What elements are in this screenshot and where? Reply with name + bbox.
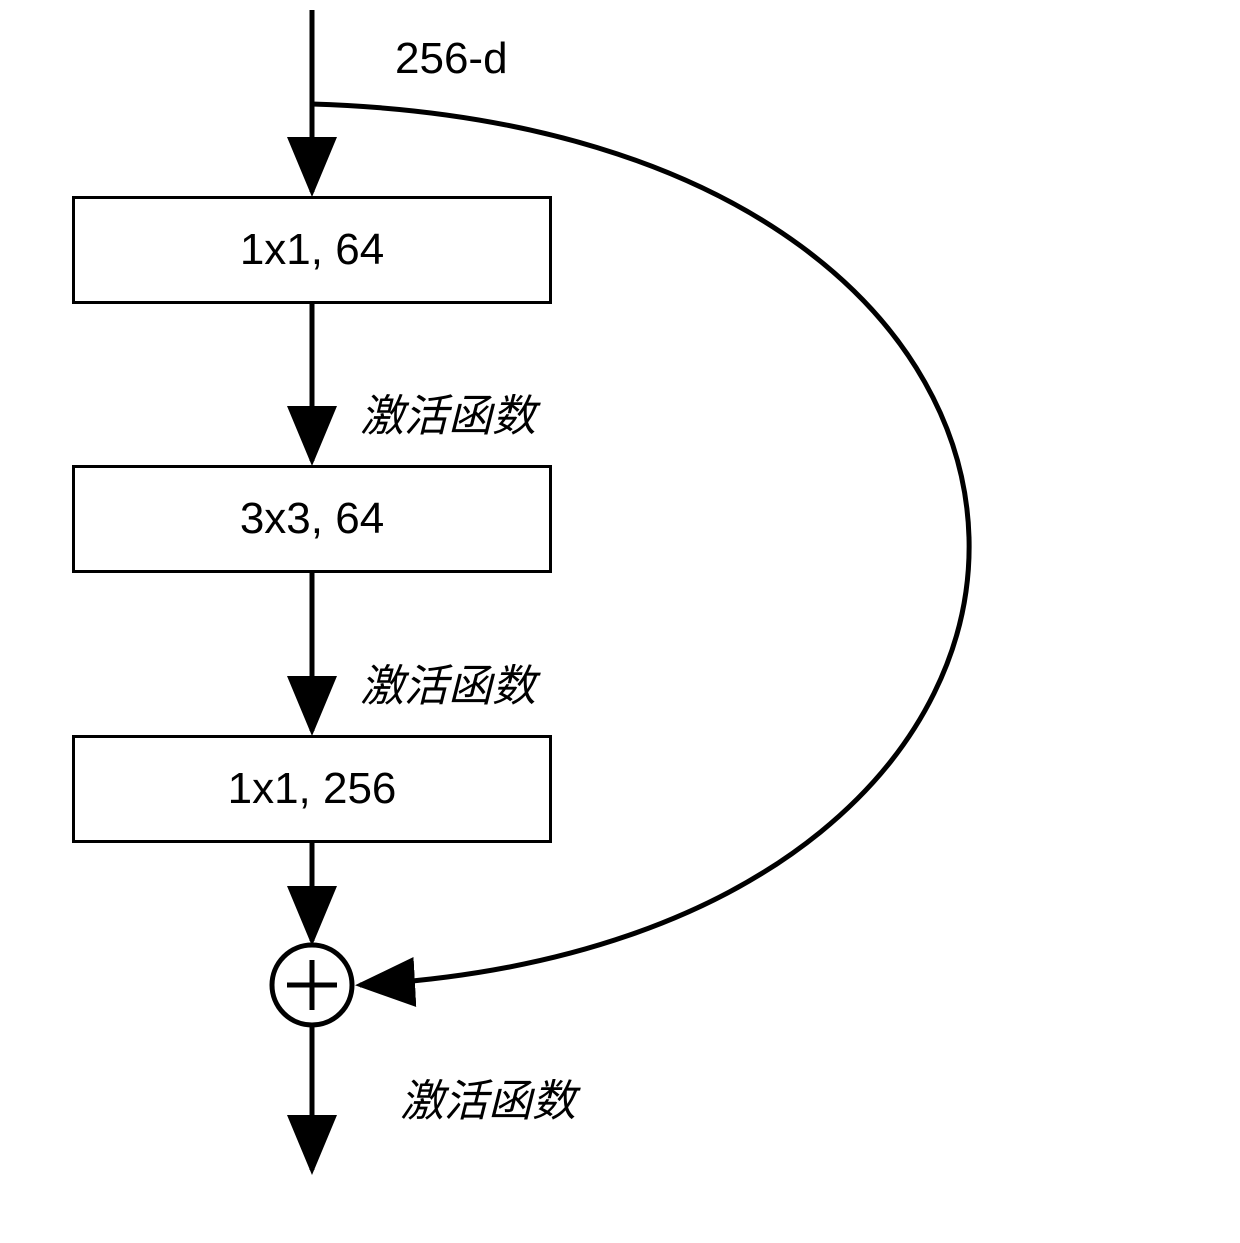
activation-label-1: 激活函数 — [360, 380, 536, 444]
input-dim-label: 256-d — [395, 34, 508, 84]
diagram-svg — [0, 0, 1240, 1243]
conv-block-2-label: 3x3, 64 — [240, 494, 384, 544]
conv-block-3: 1x1, 256 — [72, 735, 552, 843]
activation-label-2: 激活函数 — [360, 650, 536, 714]
plus-node-circle — [272, 945, 352, 1025]
conv-block-3-label: 1x1, 256 — [228, 764, 397, 814]
conv-block-1: 1x1, 64 — [72, 196, 552, 304]
conv-block-1-label: 1x1, 64 — [240, 225, 384, 275]
activation-label-3: 激活函数 — [400, 1065, 576, 1129]
conv-block-2: 3x3, 64 — [72, 465, 552, 573]
